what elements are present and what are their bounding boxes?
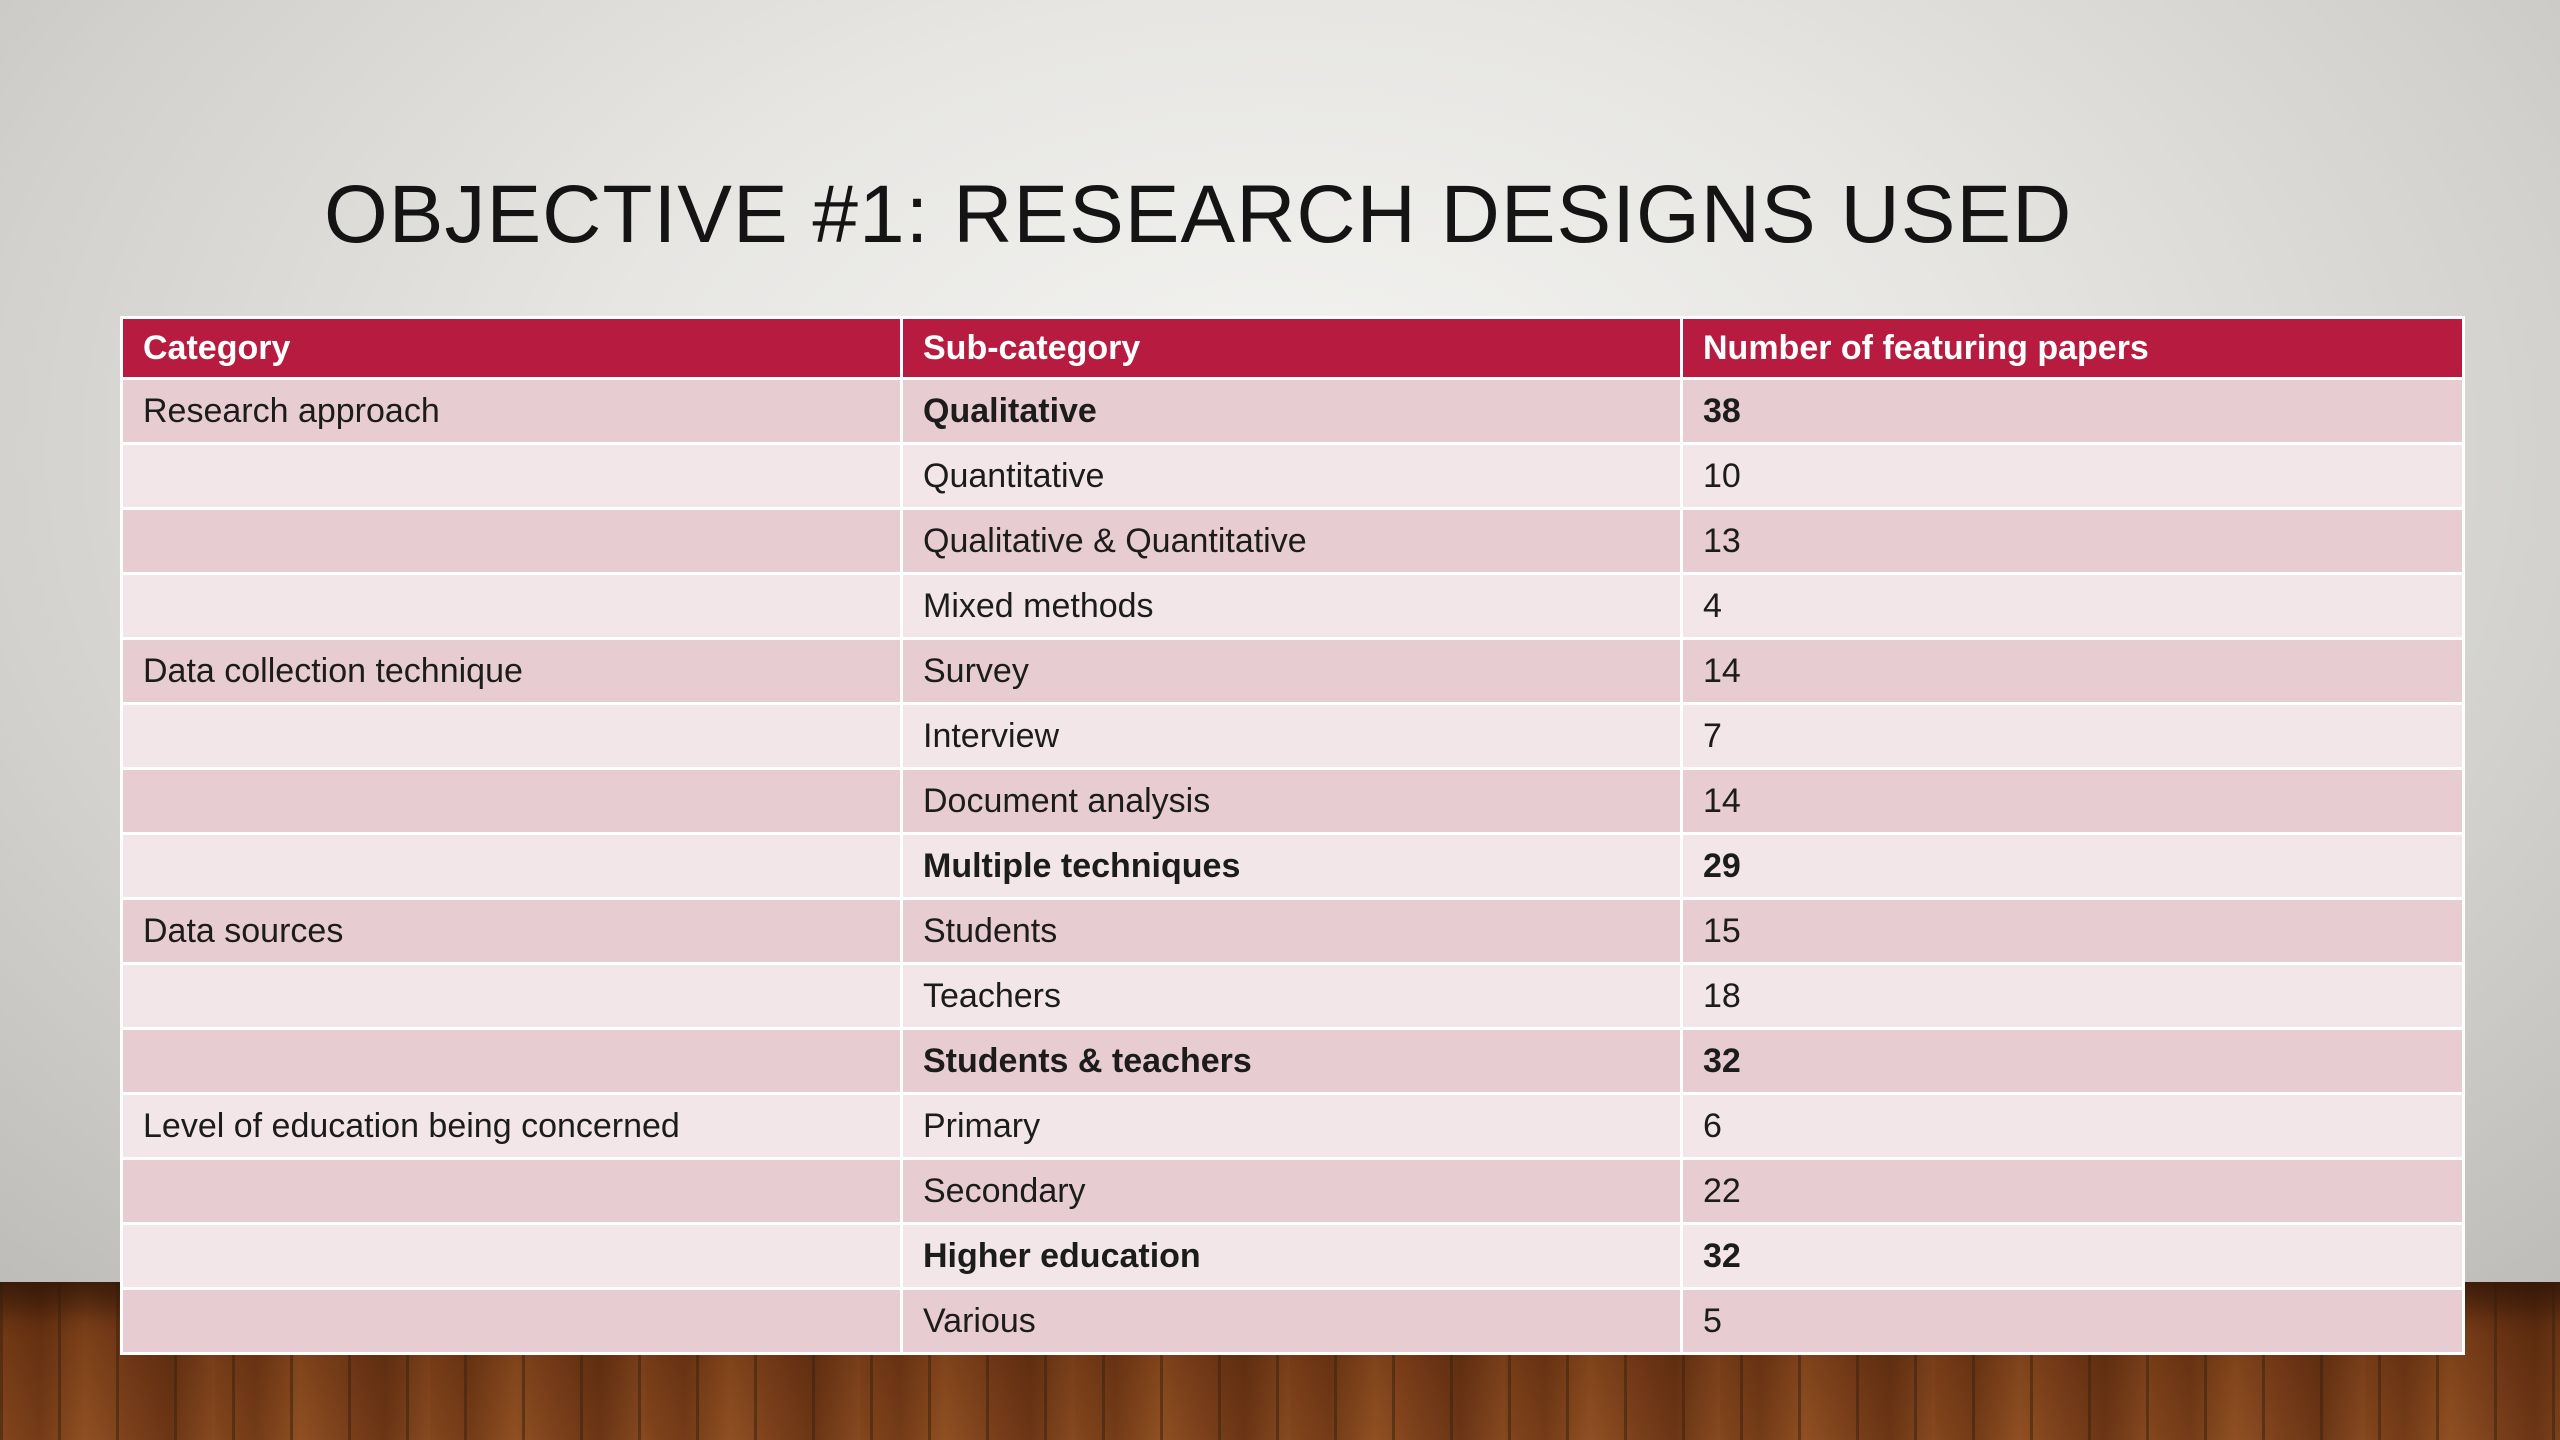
- table-row: Mixed methods 4: [120, 572, 2465, 640]
- category-cell: Data collection technique: [120, 637, 903, 705]
- table-row: Various 5: [120, 1287, 2465, 1355]
- category-cell: Research approach: [120, 377, 903, 445]
- table-row: Quantitative 10: [120, 442, 2465, 510]
- subcategory-cell: Mixed methods: [900, 572, 1683, 640]
- category-cell: [120, 962, 903, 1030]
- category-cell: [120, 1222, 903, 1290]
- category-cell: [120, 1027, 903, 1095]
- category-cell: [120, 832, 903, 900]
- count-cell: 14: [1680, 767, 2465, 835]
- table-row: Teachers 18: [120, 962, 2465, 1030]
- category-cell: [120, 702, 903, 770]
- category-cell: [120, 1157, 903, 1225]
- category-cell: [120, 1287, 903, 1355]
- table-row: Data sources Students 15: [120, 897, 2465, 965]
- count-cell: 29: [1680, 832, 2465, 900]
- count-cell: 6: [1680, 1092, 2465, 1160]
- count-cell: 4: [1680, 572, 2465, 640]
- subcategory-cell: Interview: [900, 702, 1683, 770]
- subcategory-cell: Primary: [900, 1092, 1683, 1160]
- subcategory-cell: Students & teachers: [900, 1027, 1683, 1095]
- count-cell: 10: [1680, 442, 2465, 510]
- table-row: Qualitative & Quantitative 13: [120, 507, 2465, 575]
- table-body: Research approach Qualitative 38 Quantitati…: [120, 377, 2465, 1355]
- count-cell: 18: [1680, 962, 2465, 1030]
- subcategory-cell: Teachers: [900, 962, 1683, 1030]
- table-row: Level of education being concerned Primar…: [120, 1092, 2465, 1160]
- research-designs-table: Category Sub-category Number of featurin…: [120, 316, 2465, 1355]
- subcategory-cell: Multiple techniques: [900, 832, 1683, 900]
- subcategory-cell: Various: [900, 1287, 1683, 1355]
- count-cell: 7: [1680, 702, 2465, 770]
- table-row: Data collection technique Survey 14: [120, 637, 2465, 705]
- subcategory-cell: Higher education: [900, 1222, 1683, 1290]
- category-cell: [120, 507, 903, 575]
- count-cell: 14: [1680, 637, 2465, 705]
- category-cell: Data sources: [120, 897, 903, 965]
- subcategory-cell: Quantitative: [900, 442, 1683, 510]
- table-row: Students & teachers 32: [120, 1027, 2465, 1095]
- category-cell: [120, 767, 903, 835]
- table-row: Secondary 22: [120, 1157, 2465, 1225]
- header-subcategory: Sub-category: [900, 316, 1683, 380]
- count-cell: 38: [1680, 377, 2465, 445]
- count-cell: 15: [1680, 897, 2465, 965]
- table-row: Document analysis 14: [120, 767, 2465, 835]
- subcategory-cell: Students: [900, 897, 1683, 965]
- header-count: Number of featuring papers: [1680, 316, 2465, 380]
- subcategory-cell: Qualitative: [900, 377, 1683, 445]
- header-category: Category: [120, 316, 903, 380]
- count-cell: 22: [1680, 1157, 2465, 1225]
- table-row: Interview 7: [120, 702, 2465, 770]
- table-row: Higher education 32: [120, 1222, 2465, 1290]
- subcategory-cell: Document analysis: [900, 767, 1683, 835]
- category-cell: Level of education being concerned: [120, 1092, 903, 1160]
- subcategory-cell: Qualitative & Quantitative: [900, 507, 1683, 575]
- slide-title: OBJECTIVE #1: RESEARCH DESIGNS USED: [324, 169, 2073, 260]
- table-row: Research approach Qualitative 38: [120, 377, 2465, 445]
- subcategory-cell: Survey: [900, 637, 1683, 705]
- count-cell: 13: [1680, 507, 2465, 575]
- table-row: Multiple techniques 29: [120, 832, 2465, 900]
- research-designs-table-container: Category Sub-category Number of featurin…: [120, 316, 2465, 1355]
- subcategory-cell: Secondary: [900, 1157, 1683, 1225]
- table-header-row: Category Sub-category Number of featurin…: [120, 316, 2465, 380]
- count-cell: 32: [1680, 1222, 2465, 1290]
- count-cell: 32: [1680, 1027, 2465, 1095]
- category-cell: [120, 572, 903, 640]
- count-cell: 5: [1680, 1287, 2465, 1355]
- category-cell: [120, 442, 903, 510]
